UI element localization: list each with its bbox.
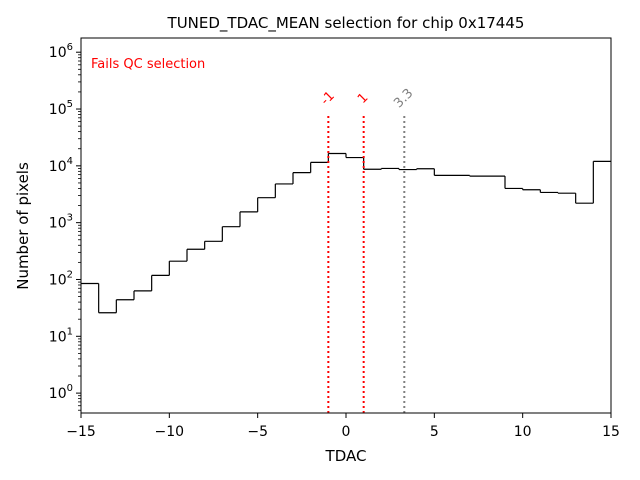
y-tick-base: 10 [49, 272, 67, 288]
x-tick-label: 5 [430, 424, 439, 440]
x-tick-label: 0 [342, 424, 351, 440]
y-tick-base: 10 [49, 329, 67, 345]
y-tick-label: 102 [49, 269, 73, 288]
chart-title: TUNED_TDAC_MEAN selection for chip 0x174… [167, 14, 525, 33]
x-tick-label: 15 [602, 424, 620, 440]
y-tick-exponent: 1 [67, 326, 73, 337]
y-tick-exponent: 5 [67, 99, 73, 110]
y-tick-exponent: 3 [67, 213, 73, 224]
y-tick-base: 10 [49, 102, 67, 118]
y-tick-base: 10 [49, 386, 67, 402]
y-tick-base: 10 [49, 45, 67, 61]
y-tick-label: 101 [49, 326, 73, 345]
x-tick-label: −15 [66, 424, 96, 440]
fails-qc-annotation: Fails QC selection [91, 57, 205, 72]
y-tick-exponent: 4 [67, 156, 73, 167]
x-tick-label: −10 [155, 424, 185, 440]
x-axis-label: TDAC [325, 447, 367, 465]
x-tick-label: −5 [247, 424, 268, 440]
y-tick-exponent: 0 [67, 383, 73, 394]
y-tick-base: 10 [49, 159, 67, 175]
y-tick-label: 104 [49, 156, 73, 175]
y-tick-label: 106 [49, 42, 73, 61]
y-tick-label: 105 [49, 99, 73, 118]
plot-clipped-group [81, 113, 611, 413]
y-tick-base: 10 [49, 216, 67, 232]
y-tick-label: 103 [49, 213, 73, 232]
x-tick-label: 10 [514, 424, 532, 440]
y-tick-exponent: 2 [67, 269, 73, 280]
y-tick-label: 100 [49, 383, 73, 402]
y-tick-exponent: 6 [67, 42, 73, 53]
y-axis-label: Number of pixels [14, 162, 32, 290]
